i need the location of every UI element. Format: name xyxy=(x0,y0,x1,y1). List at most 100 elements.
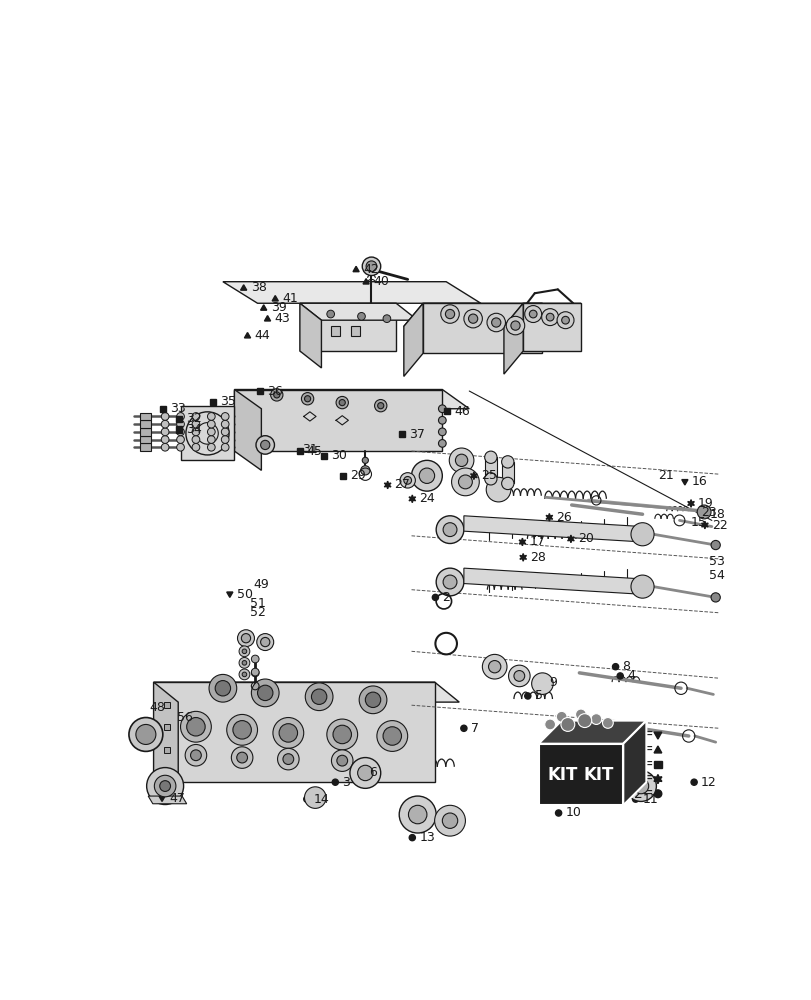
Polygon shape xyxy=(463,516,642,542)
Text: 37: 37 xyxy=(409,428,425,441)
Polygon shape xyxy=(681,480,687,485)
Text: 25: 25 xyxy=(480,469,496,482)
Text: 19: 19 xyxy=(697,497,713,510)
Circle shape xyxy=(513,671,524,681)
Circle shape xyxy=(458,475,472,489)
Circle shape xyxy=(400,473,415,488)
Text: 16: 16 xyxy=(691,475,706,488)
Circle shape xyxy=(277,748,298,770)
Circle shape xyxy=(233,721,251,739)
Text: 56: 56 xyxy=(177,711,192,724)
Polygon shape xyxy=(701,521,707,529)
Circle shape xyxy=(541,309,558,326)
Circle shape xyxy=(486,477,510,502)
Circle shape xyxy=(434,805,465,836)
Circle shape xyxy=(282,754,294,764)
Circle shape xyxy=(251,668,259,676)
Text: 13: 13 xyxy=(418,831,435,844)
Circle shape xyxy=(501,456,513,468)
Circle shape xyxy=(192,436,200,443)
Text: 29: 29 xyxy=(624,757,642,771)
Polygon shape xyxy=(501,462,513,483)
Circle shape xyxy=(632,796,638,802)
Circle shape xyxy=(332,779,338,785)
Circle shape xyxy=(237,630,254,647)
Polygon shape xyxy=(153,682,434,782)
Polygon shape xyxy=(654,746,661,753)
Polygon shape xyxy=(698,510,705,518)
Circle shape xyxy=(577,714,591,728)
Text: 11: 11 xyxy=(642,793,658,806)
Polygon shape xyxy=(384,481,391,489)
Text: 29: 29 xyxy=(350,469,365,482)
Circle shape xyxy=(455,454,467,466)
Circle shape xyxy=(539,679,545,685)
Circle shape xyxy=(273,392,280,398)
Text: 41: 41 xyxy=(282,292,298,305)
Circle shape xyxy=(238,646,250,657)
Text: 22: 22 xyxy=(711,519,727,532)
Polygon shape xyxy=(403,303,542,326)
Polygon shape xyxy=(463,568,642,594)
Text: 15: 15 xyxy=(689,516,706,529)
Polygon shape xyxy=(504,303,580,326)
Circle shape xyxy=(215,681,230,696)
Text: 30: 30 xyxy=(330,449,346,462)
Text: 9: 9 xyxy=(549,676,556,689)
Circle shape xyxy=(630,523,654,546)
Circle shape xyxy=(488,661,500,673)
Text: 12: 12 xyxy=(700,776,716,789)
Circle shape xyxy=(177,428,184,436)
Circle shape xyxy=(221,428,229,436)
Circle shape xyxy=(362,457,368,463)
Polygon shape xyxy=(522,303,580,351)
Text: 40: 40 xyxy=(372,275,388,288)
Polygon shape xyxy=(518,538,525,546)
Circle shape xyxy=(242,661,247,665)
Circle shape xyxy=(192,443,200,451)
Polygon shape xyxy=(470,472,477,480)
Bar xyxy=(140,436,151,443)
Circle shape xyxy=(546,313,553,321)
Circle shape xyxy=(630,575,654,598)
Circle shape xyxy=(177,420,184,428)
Polygon shape xyxy=(153,682,459,702)
Circle shape xyxy=(185,744,207,766)
Circle shape xyxy=(358,770,365,776)
Circle shape xyxy=(221,443,229,451)
Text: =: = xyxy=(641,772,652,786)
Text: 6: 6 xyxy=(369,766,376,779)
Circle shape xyxy=(208,436,215,443)
Circle shape xyxy=(161,436,169,443)
Circle shape xyxy=(251,679,279,707)
Circle shape xyxy=(270,389,282,401)
Circle shape xyxy=(443,523,457,537)
Polygon shape xyxy=(299,303,321,368)
Circle shape xyxy=(448,448,474,473)
Text: 27: 27 xyxy=(394,478,410,491)
Circle shape xyxy=(161,413,169,420)
Circle shape xyxy=(304,787,326,808)
Text: 2: 2 xyxy=(442,591,449,604)
Bar xyxy=(163,747,169,753)
Circle shape xyxy=(590,714,601,724)
Circle shape xyxy=(180,711,211,742)
Text: =: = xyxy=(641,757,652,771)
Bar xyxy=(140,420,151,428)
Text: 26: 26 xyxy=(556,511,571,524)
Circle shape xyxy=(191,750,201,761)
Circle shape xyxy=(524,693,530,699)
Text: 53: 53 xyxy=(708,555,723,568)
Text: 48: 48 xyxy=(149,701,165,714)
Circle shape xyxy=(540,748,574,782)
Circle shape xyxy=(177,413,184,420)
Polygon shape xyxy=(654,732,661,739)
Circle shape xyxy=(129,718,163,751)
Text: 15: 15 xyxy=(624,772,642,786)
Polygon shape xyxy=(234,389,261,470)
Polygon shape xyxy=(260,305,267,310)
Polygon shape xyxy=(264,316,270,321)
Circle shape xyxy=(177,436,184,443)
Polygon shape xyxy=(226,592,233,597)
Polygon shape xyxy=(653,774,661,784)
